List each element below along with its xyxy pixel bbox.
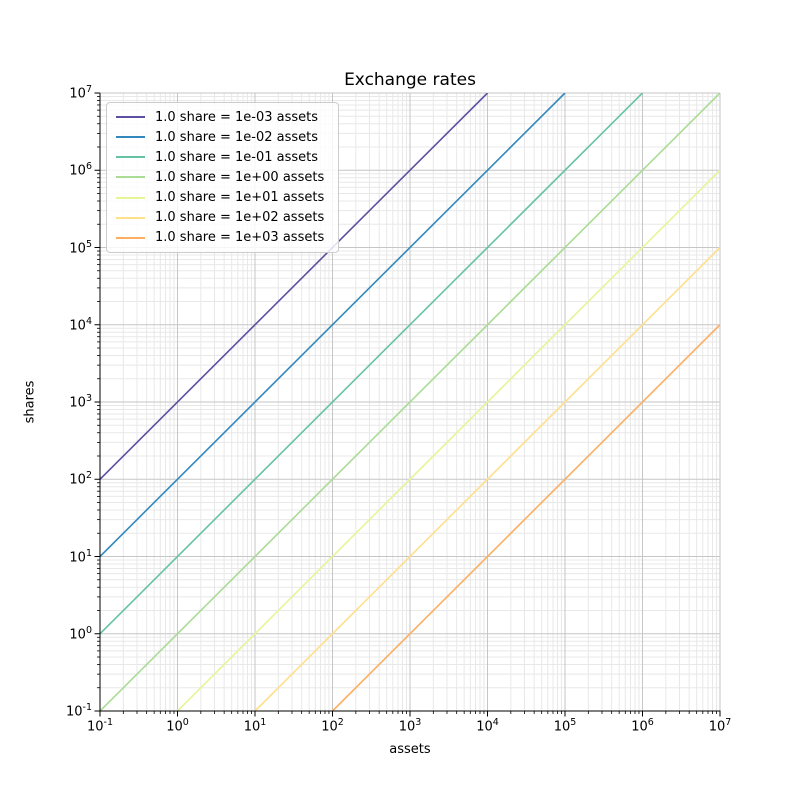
legend-entry-3: 1.0 share = 1e+00 assets: [116, 167, 330, 187]
legend-line-sample: [116, 176, 145, 179]
legend-line-sample: [116, 216, 145, 219]
series-line-5: [254, 246, 720, 711]
y-tick-label-1e3: 103: [69, 393, 92, 411]
y-tick-label-1e7: 107: [69, 84, 92, 102]
y-tick-label-1e2: 102: [69, 470, 92, 488]
legend-label: 1.0 share = 1e-02 assets: [155, 129, 319, 145]
x-tick-label-1e0: 100: [166, 717, 189, 735]
legend-line-sample: [116, 156, 145, 159]
legend-label: 1.0 share = 1e-01 assets: [155, 149, 319, 165]
x-tick-label-1e-1: 10-1: [86, 717, 114, 735]
x-tick-label-1e1: 101: [243, 717, 267, 735]
y-tick-label-1e-1: 10-1: [65, 702, 92, 720]
legend-label: 1.0 share = 1e+01 assets: [155, 190, 325, 206]
x-tick-label-1e2: 102: [321, 717, 344, 735]
y-tick-label-1e6: 106: [69, 161, 92, 179]
series-line-0: [100, 93, 489, 480]
legend-line-sample: [116, 196, 145, 199]
series-line-3: [100, 93, 720, 711]
legend-line-sample: [116, 136, 145, 139]
legend-label: 1.0 share = 1e-03 assets: [155, 109, 319, 125]
y-tick-label-1e0: 100: [69, 624, 92, 643]
series-line-4: [176, 169, 720, 711]
legend-entry-2: 1.0 share = 1e-01 assets: [116, 147, 330, 167]
x-tick-label-1e3: 103: [398, 717, 422, 735]
x-axis-label: assets: [389, 742, 431, 757]
legend-entry-6: 1.0 share = 1e+03 assets: [116, 228, 330, 248]
series-line-2: [100, 93, 644, 635]
y-tick-label-1e1: 101: [69, 547, 92, 565]
y-tick-label-1e5: 105: [69, 238, 92, 256]
x-tick-label-1e5: 105: [553, 717, 577, 735]
x-tick-label-1e6: 106: [631, 717, 654, 735]
legend-line-sample: [116, 116, 145, 119]
legend-entry-4: 1.0 share = 1e+01 assets: [116, 188, 330, 208]
legend-entry-1: 1.0 share = 1e-02 assets: [116, 127, 330, 147]
legend-line-sample: [116, 236, 145, 239]
x-tick-label-1e7: 107: [708, 717, 732, 735]
chart-title: Exchange rates: [344, 70, 476, 90]
legend-label: 1.0 share = 1e+02 assets: [155, 210, 325, 226]
series-line-6: [331, 324, 720, 711]
x-tick-label-1e4: 104: [476, 717, 499, 735]
y-tick-label-1e4: 104: [69, 315, 92, 334]
legend-entry-0: 1.0 share = 1e-03 assets: [116, 107, 330, 127]
legend-label: 1.0 share = 1e+00 assets: [155, 169, 325, 185]
legend: 1.0 share = 1e-03 assets 1.0 share = 1e-0…: [106, 102, 339, 253]
legend-label: 1.0 share = 1e+03 assets: [155, 230, 325, 246]
series-line-1: [100, 93, 566, 558]
legend-entry-5: 1.0 share = 1e+02 assets: [116, 208, 330, 228]
